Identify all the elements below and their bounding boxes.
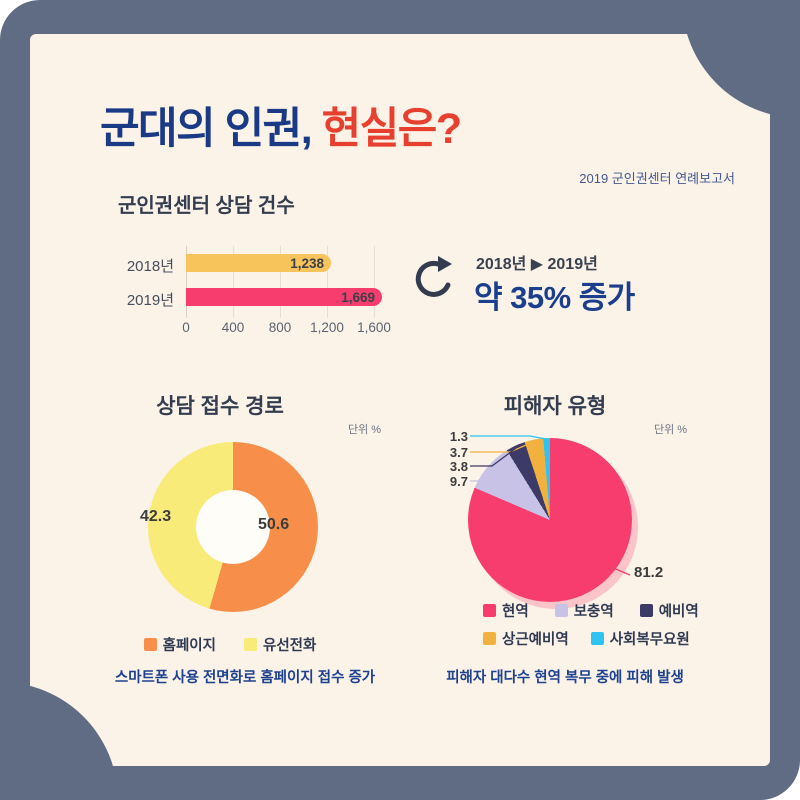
- pie-leader-lines: [470, 435, 631, 576]
- gridline: [186, 246, 187, 318]
- donut-caption: 스마트폰 사용 전면화로 홈페이지 접수 증가: [114, 670, 376, 686]
- legend-item-active-duty: 현역: [483, 600, 529, 621]
- x-tick: 800: [268, 320, 292, 335]
- legend-item-homepage: 홈페이지: [143, 634, 216, 655]
- donut-chart: [148, 442, 318, 612]
- leader-line-reserve: [470, 447, 517, 467]
- increase-arrow-icon: [415, 256, 452, 297]
- legend-label: 유선전화: [263, 638, 317, 654]
- bar-2018: 1,238: [186, 254, 331, 272]
- legend-item-fulltime-reserve: 상근예비역: [483, 628, 569, 649]
- legend-item-landline: 유선전화: [244, 634, 316, 655]
- pie-value-active-duty: 81.2: [634, 564, 664, 581]
- leader-line-fulltime-reserve: [470, 441, 534, 453]
- page-title-red-part: 현실은?: [311, 105, 462, 153]
- page-title: 군대의 인권, 현실은?: [100, 94, 462, 156]
- pie-value-reserve: 3.8: [449, 459, 468, 474]
- reserve-swatch-icon: [639, 604, 653, 617]
- legend-label: 사회복무요원: [609, 632, 690, 648]
- donut-chart-title: 상담 접수 경로: [156, 395, 284, 418]
- legend-label: 예비역: [658, 604, 699, 620]
- pie-unit-label: 단위 %: [654, 424, 688, 436]
- legend-item-reserve: 예비역: [639, 600, 699, 621]
- gridline: [233, 246, 234, 318]
- x-tick: 1,600: [357, 320, 391, 335]
- bar-value-2019: 1,669: [341, 289, 375, 305]
- legend-label: 현역: [502, 604, 529, 620]
- pie-chart-title: 피해자 유형: [503, 395, 607, 418]
- gridline: [280, 246, 281, 318]
- legend-label: 보충역: [573, 604, 614, 620]
- x-tick: 0: [182, 320, 190, 335]
- increase-percentage-label: 약 35% 증가: [474, 280, 635, 315]
- leader-line-social-service: [470, 435, 547, 440]
- pie-value-social-service: 1.3: [449, 429, 468, 444]
- bar-category-2018: 2018년: [126, 258, 174, 275]
- leader-line-supplemental: [470, 467, 492, 482]
- comparison-years-label: 2018년 ▶ 2019년: [476, 256, 598, 273]
- legend-label: 홈페이지: [162, 638, 216, 654]
- x-tick: 400: [221, 320, 245, 335]
- bar-chart-title: 군인권센터 상담 건수: [118, 195, 295, 217]
- legend-item-social-service: 사회복무요원: [590, 628, 690, 649]
- bar-value-2018: 1,238: [290, 255, 324, 271]
- x-tick: 1,200: [310, 320, 344, 335]
- report-source-label: 2019 군인권센터 연례보고서: [579, 171, 735, 186]
- pie-legend-row-1: 현역 보충역 예비역: [483, 600, 699, 621]
- pie-value-supplemental: 9.7: [449, 474, 468, 489]
- leader-line-active-duty: [593, 559, 631, 576]
- bar-category-2019: 2019년: [126, 292, 174, 309]
- gridline: [374, 246, 375, 318]
- active-duty-swatch-icon: [483, 604, 496, 617]
- pie-chart: [468, 438, 632, 602]
- social-service-swatch-icon: [590, 632, 604, 645]
- donut-unit-label: 단위 %: [348, 424, 382, 436]
- page-title-navy-part: 군대의 인권,: [100, 105, 313, 153]
- fulltime-reserve-swatch-icon: [483, 632, 496, 645]
- legend-label: 상근예비역: [502, 632, 569, 648]
- donut-value-landline: 42.3: [140, 508, 172, 525]
- pie-caption: 피해자 대다수 현역 복무 중에 피해 발생: [446, 670, 684, 686]
- supplemental-swatch-icon: [554, 604, 568, 617]
- legend-item-supplemental: 보충역: [554, 600, 614, 621]
- pie-value-fulltime-reserve: 3.7: [449, 445, 468, 460]
- bar-2019: 1,669: [186, 288, 382, 306]
- gridline: [327, 246, 328, 318]
- homepage-swatch-icon: [143, 638, 157, 651]
- pie-legend-row-2: 상근예비역 사회복무요원: [483, 628, 690, 649]
- landline-swatch-icon: [244, 638, 257, 651]
- donut-legend: 홈페이지 유선전화: [80, 634, 380, 655]
- donut-hole: [196, 490, 270, 564]
- donut-value-homepage: 50.6: [258, 516, 290, 533]
